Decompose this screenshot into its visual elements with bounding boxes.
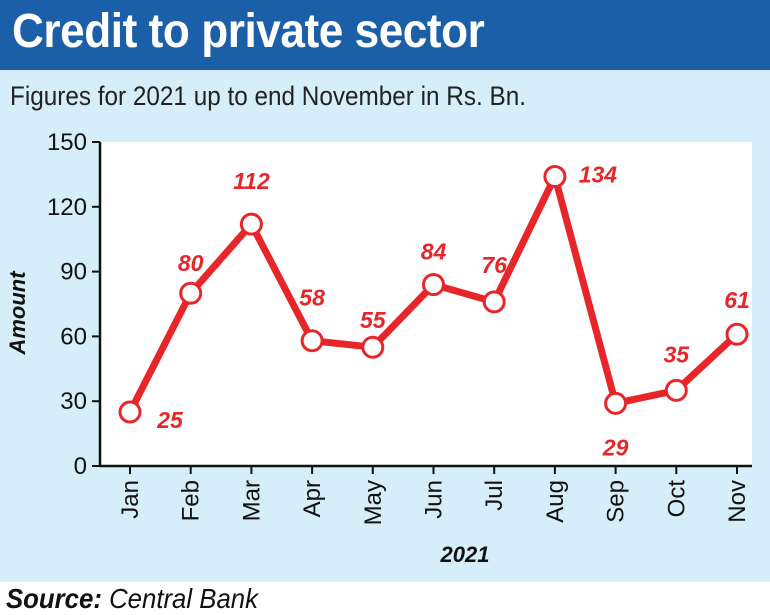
plot-area: [100, 142, 752, 466]
title-bar: Credit to private sector: [0, 0, 770, 70]
x-tick-label: Aug: [542, 480, 569, 523]
axes: [98, 142, 752, 468]
data-point: [300, 329, 324, 353]
data-label: 25: [156, 407, 184, 433]
chart-subtitle: Figures for 2021 up to end November in R…: [10, 81, 526, 111]
data-label: 84: [421, 239, 447, 265]
data-point: [482, 290, 506, 314]
data-label: 58: [299, 285, 325, 311]
x-ticks: Jan Feb Mar Apr May Jun Jul Aug Sep Oct Nov: [117, 466, 751, 525]
y-ticks: 0 30 60 90 120 150: [47, 129, 100, 480]
x-tick-label: Nov: [724, 480, 751, 523]
x-tick-label: Mar: [238, 480, 265, 521]
x-tick-label: Feb: [178, 480, 205, 521]
data-label: 80: [178, 250, 204, 276]
data-label: 76: [481, 252, 507, 278]
source-label: Source:: [6, 583, 102, 614]
y-tick-label: 0: [74, 453, 87, 480]
source-value: Central Bank: [109, 583, 258, 614]
data-point: [118, 400, 142, 424]
x-tick-label: Jan: [117, 480, 144, 519]
data-point: [725, 322, 749, 346]
data-labels: 25 80 112 58 55 84 76 134 29 35 61: [156, 162, 750, 461]
data-point: [422, 273, 445, 297]
x-tick-label: Jun: [421, 480, 448, 519]
x-axis-title: 2021: [440, 542, 490, 567]
data-point: [179, 281, 203, 305]
y-tick-label: 30: [60, 388, 87, 415]
data-label: 55: [360, 307, 387, 333]
chart-title: Credit to private sector: [12, 5, 485, 58]
data-point: [543, 165, 567, 189]
x-tick-label: Oct: [663, 480, 690, 518]
x-tick-label: May: [360, 480, 387, 525]
data-label: 112: [233, 168, 270, 194]
data-label: 29: [602, 434, 629, 460]
data-point: [239, 212, 263, 236]
data-point: [361, 335, 385, 359]
y-axis-title: Amount: [5, 270, 30, 356]
data-point: [664, 378, 688, 402]
y-tick-label: 60: [60, 323, 87, 350]
y-tick-label: 150: [47, 129, 87, 156]
x-tick-label: Apr: [299, 480, 326, 517]
data-label: 61: [724, 287, 750, 313]
data-label: 134: [579, 162, 618, 188]
y-tick-label: 90: [60, 259, 87, 286]
x-tick-label: Jul: [481, 480, 508, 511]
series: [118, 165, 749, 424]
data-point: [604, 391, 628, 415]
y-tick-label: 120: [47, 194, 87, 221]
source-credit: Source: Central Bank: [6, 583, 258, 615]
data-label: 35: [664, 341, 691, 367]
x-tick-label: Sep: [603, 480, 630, 523]
